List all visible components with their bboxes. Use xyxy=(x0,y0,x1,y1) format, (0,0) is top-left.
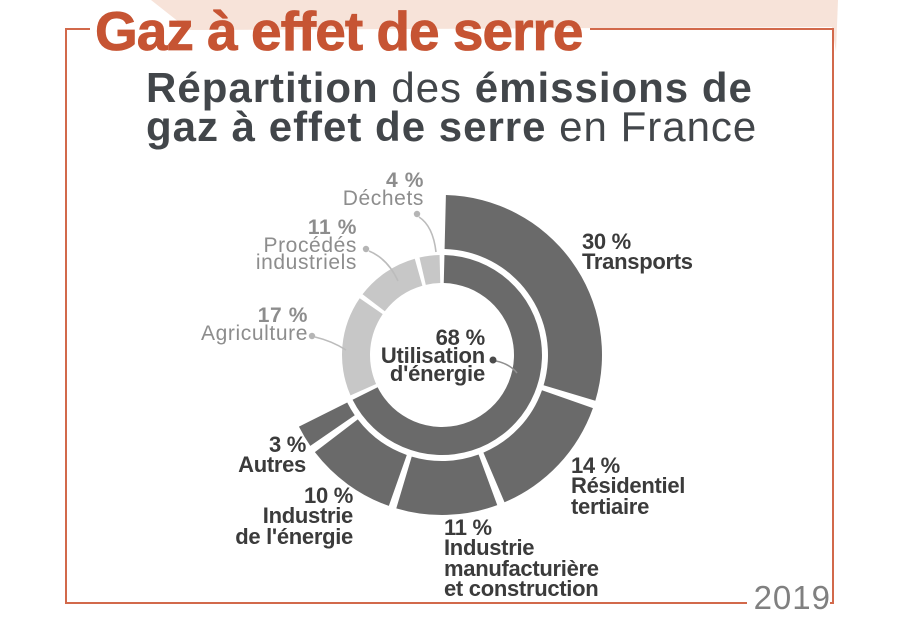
label-energie: 10 % Industrie de l'énergie xyxy=(235,482,354,549)
label-procedes-line2: industriels xyxy=(255,251,357,275)
label-autres-line0: 3 % xyxy=(268,431,306,457)
label-residentiel-line2: tertiaire xyxy=(571,493,650,519)
leader-dot-dechets xyxy=(413,210,421,218)
frame-border xyxy=(65,28,834,604)
center-label: 68 % Utilisation d'énergie xyxy=(380,324,486,386)
year-label: 2019 xyxy=(753,578,831,616)
segment-residentiel xyxy=(483,390,593,503)
label-manufacture-line2: manufacturière xyxy=(444,555,599,581)
label-transports-line0: 30 % xyxy=(582,228,631,254)
segment-dechets xyxy=(419,255,441,285)
label-transports-line1: Transports xyxy=(582,249,693,275)
segment-energie xyxy=(314,419,407,506)
label-manufacture-line0: 11 % xyxy=(444,514,492,540)
segment-procedes xyxy=(362,258,423,312)
segment-agriculture xyxy=(342,298,383,396)
center-label-value: 68 % xyxy=(435,324,486,350)
label-manufacture-line1: Industrie xyxy=(444,535,535,561)
label-dechets-line0: 4 % xyxy=(386,169,424,193)
label-procedes-line0: 11 % xyxy=(307,216,357,240)
leader-lines xyxy=(308,210,518,374)
donut-chart xyxy=(298,195,602,515)
leader-center xyxy=(495,360,518,374)
leader-procedes xyxy=(368,250,399,282)
label-agriculture-line1: Agriculture xyxy=(201,321,308,345)
label-agriculture: 17 % Agriculture xyxy=(201,304,308,345)
label-transports: 30 % Transports xyxy=(582,228,693,275)
label-agriculture-line0: 17 % xyxy=(257,304,308,328)
category-title: Gaz à effet de serre xyxy=(95,0,584,62)
label-manufacture-line3: et construction xyxy=(444,576,599,602)
title-highlight-band xyxy=(151,0,838,52)
segment-manufacture xyxy=(396,454,498,515)
label-autres: 3 % Autres xyxy=(238,431,306,478)
heading-part: émissions de gaz à effet de serre xyxy=(146,64,753,150)
label-autres-line1: Autres xyxy=(238,452,306,478)
label-dechets: 4 % Déchets xyxy=(342,169,424,210)
center-label-line0: Utilisation xyxy=(380,342,485,368)
inner-ring-energie xyxy=(352,255,542,456)
leader-dot-agriculture xyxy=(308,332,316,340)
heading-part: en France xyxy=(546,103,758,150)
segment-autres xyxy=(298,402,355,446)
segment-transports xyxy=(444,195,602,401)
label-energie-line0: 10 % xyxy=(304,482,353,508)
heading-part: Répartition xyxy=(146,64,379,111)
label-residentiel-line1: Résidentiel xyxy=(571,473,686,499)
heading-part: des xyxy=(378,64,475,111)
label-residentiel: 14 % Résidentiel tertiaire xyxy=(571,452,686,519)
label-procedes: 11 % Procédés industriels xyxy=(255,216,357,275)
frame-line xyxy=(65,28,834,604)
label-residentiel-line0: 14 % xyxy=(571,452,620,478)
leader-dechets xyxy=(418,216,437,253)
label-dechets-line1: Déchets xyxy=(342,186,424,210)
chart-heading: Répartition des émissions de gaz à effet… xyxy=(146,67,757,148)
center-label-line1: d'énergie xyxy=(389,360,485,386)
label-manufacture: 11 % Industrie manufacturière et constructi… xyxy=(444,514,599,602)
leader-dot-center xyxy=(489,356,497,364)
leader-dot-procedes xyxy=(362,245,370,253)
label-energie-line2: de l'énergie xyxy=(235,523,353,549)
label-energie-line1: Industrie xyxy=(262,503,354,529)
label-procedes-line1: Procédés xyxy=(263,233,357,257)
leader-agriculture xyxy=(314,336,347,351)
